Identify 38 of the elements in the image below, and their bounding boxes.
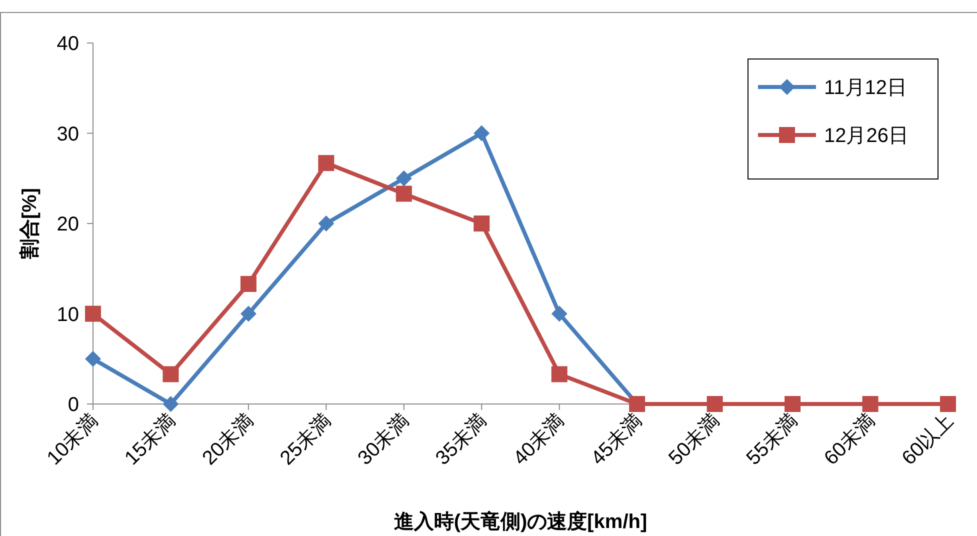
x-tick-label: 55未満 bbox=[742, 410, 802, 470]
y-tick-label: 40 bbox=[56, 33, 79, 55]
x-axis-title: 進入時(天竜側)の速度[km/h] bbox=[394, 510, 648, 533]
legend-label: 12月26日 bbox=[824, 125, 908, 147]
point bbox=[784, 396, 801, 412]
x-tick-label: 30未満 bbox=[354, 410, 414, 470]
point bbox=[396, 186, 412, 202]
x-tick-label: 60未満 bbox=[820, 410, 880, 470]
point bbox=[85, 350, 101, 367]
y-axis-title: 割合[%] bbox=[18, 188, 41, 260]
point bbox=[318, 216, 334, 232]
point bbox=[85, 306, 101, 322]
x-tick-label: 25未満 bbox=[276, 410, 336, 470]
point bbox=[474, 125, 490, 142]
x-tick-label: 50未満 bbox=[664, 410, 724, 470]
point bbox=[862, 396, 878, 412]
point bbox=[318, 155, 334, 172]
point bbox=[162, 396, 179, 412]
point bbox=[551, 366, 568, 382]
point bbox=[706, 396, 723, 412]
x-tick-label: 40未満 bbox=[509, 410, 569, 470]
y-tick-label: 20 bbox=[56, 214, 79, 236]
y-tick-label: 0 bbox=[68, 394, 79, 416]
x-tick-label: 35未満 bbox=[432, 410, 492, 470]
point bbox=[551, 306, 568, 322]
point bbox=[940, 396, 956, 412]
point bbox=[240, 306, 256, 322]
x-tick-label: 45未満 bbox=[587, 410, 647, 470]
x-tick-label: 60以上 bbox=[898, 410, 958, 470]
y-tick-label: 30 bbox=[56, 123, 79, 146]
x-tick-label: 15未満 bbox=[120, 410, 180, 470]
point bbox=[240, 276, 256, 292]
legend-label: 11月12日 bbox=[824, 77, 908, 99]
point bbox=[396, 170, 412, 186]
point bbox=[162, 366, 179, 382]
point bbox=[474, 216, 490, 232]
x-tick-label: 20未満 bbox=[198, 410, 258, 470]
y-tick-label: 10 bbox=[56, 304, 79, 326]
